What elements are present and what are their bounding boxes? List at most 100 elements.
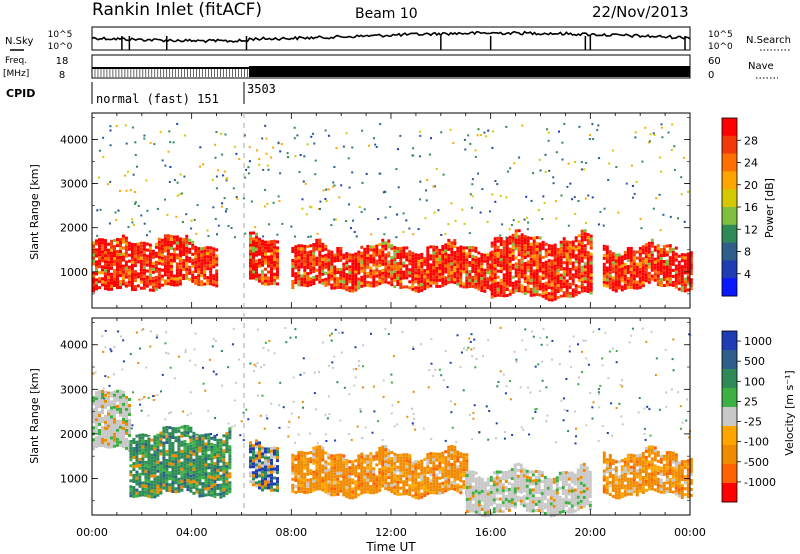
- heatmap-cell: [204, 478, 208, 482]
- heatmap-cell: [201, 437, 205, 441]
- heatmap-cell: [480, 480, 484, 484]
- heatmap-cell: [321, 467, 325, 471]
- heatmap-cell: [351, 460, 355, 464]
- heatmap-cell: [110, 433, 113, 437]
- heatmap-cell: [351, 283, 355, 287]
- heatmap-cell: [441, 457, 445, 461]
- heatmap-cell: [163, 273, 167, 277]
- heatmap-cell: [153, 453, 157, 457]
- heatmap-cell: [107, 242, 110, 246]
- heatmap-cell: [129, 491, 133, 495]
- heatmap-cell: [249, 441, 252, 445]
- heatmap-cell: [138, 481, 142, 485]
- heatmap-cell: [399, 274, 403, 277]
- heatmap-cell: [130, 255, 134, 258]
- heatmap-cell: [157, 255, 161, 259]
- heatmap-cell: [529, 266, 533, 270]
- heatmap-cell: [106, 183, 109, 186]
- heatmap-cell: [168, 450, 172, 454]
- heatmap-cell: [166, 240, 170, 244]
- heatmap-cell: [553, 291, 557, 295]
- heatmap-cell: [124, 272, 128, 276]
- heatmap-cell: [151, 255, 155, 259]
- heatmap-cell: [498, 503, 502, 507]
- heatmap-cell: [228, 433, 232, 437]
- heatmap-cell: [174, 466, 178, 470]
- heatmap-cell: [104, 426, 107, 430]
- heatmap-cell: [508, 262, 512, 266]
- heatmap-cell: [92, 438, 95, 442]
- heatmap-cell: [556, 281, 560, 284]
- heatmap-cell: [318, 271, 322, 275]
- heatmap-cell: [459, 257, 463, 261]
- heatmap-cell: [191, 258, 195, 262]
- heatmap-cell: [339, 267, 343, 271]
- heatmap-cell: [107, 287, 110, 291]
- heatmap-cell: [614, 286, 618, 290]
- heatmap-cell: [450, 448, 454, 451]
- heatmap-cell: [306, 481, 310, 485]
- heatmap-cell: [142, 283, 146, 287]
- heatmap-cell: [584, 222, 587, 224]
- heatmap-cell: [204, 451, 208, 455]
- heatmap-cell: [324, 256, 328, 260]
- heatmap-cell: [489, 496, 493, 500]
- heatmap-cell: [141, 445, 145, 449]
- heatmap-cell: [514, 280, 518, 284]
- heatmap-cell: [417, 262, 421, 266]
- heatmap-cell: [544, 269, 548, 273]
- heatmap-cell: [390, 457, 394, 460]
- heatmap-cell: [499, 279, 503, 282]
- heatmap-cell: [183, 472, 187, 476]
- heatmap-cell: [327, 462, 331, 466]
- heatmap-cell: [309, 250, 313, 254]
- heatmap-cell: [129, 473, 133, 477]
- heatmap-cell: [449, 128, 452, 131]
- heatmap-cell: [261, 239, 264, 243]
- heatmap-cell: [178, 237, 182, 241]
- heatmap-cell: [201, 470, 205, 474]
- heatmap-cell: [312, 264, 316, 267]
- heatmap-cell: [98, 417, 101, 420]
- heatmap-cell: [186, 488, 190, 492]
- heatmap-cell: [468, 273, 472, 276]
- heatmap-cell: [195, 445, 199, 449]
- heatmap-cell: [490, 292, 494, 296]
- heatmap-cell: [309, 265, 313, 269]
- heatmap-cell: [366, 280, 370, 284]
- heatmap-cell: [504, 507, 508, 510]
- heatmap-cell: [219, 489, 223, 493]
- heatmap-cell: [523, 292, 527, 295]
- heatmap-cell: [513, 162, 516, 165]
- heatmap-cell: [453, 460, 457, 464]
- heatmap-cell: [501, 477, 505, 481]
- heatmap-cell: [547, 292, 551, 296]
- heatmap-cell: [630, 164, 633, 167]
- heatmap-cell: [169, 234, 173, 238]
- heatmap-cell: [184, 134, 186, 137]
- heatmap-cell: [653, 269, 657, 273]
- heatmap-cell: [125, 416, 128, 420]
- heatmap-cell: [327, 267, 331, 271]
- heatmap-cell: [378, 270, 382, 274]
- heatmap-cell: [148, 282, 152, 286]
- heatmap-cell: [372, 485, 376, 489]
- heatmap-cell: [324, 129, 327, 132]
- heatmap-cell: [614, 259, 618, 263]
- heatmap-cell: [559, 276, 563, 280]
- heatmap-cell: [339, 462, 343, 466]
- heatmap-cell: [354, 255, 358, 259]
- heatmap-cell: [138, 490, 142, 494]
- heatmap-cell: [165, 476, 169, 480]
- heatmap-cell: [535, 290, 539, 294]
- heatmap-cell: [339, 489, 343, 493]
- heatmap-cell: [529, 245, 533, 249]
- heatmap-cell: [477, 263, 481, 267]
- heatmap-cell: [553, 267, 557, 271]
- heatmap-cell: [321, 278, 325, 282]
- heatmap-cell: [459, 467, 463, 471]
- heatmap-cell: [333, 466, 337, 470]
- heatmap-cell: [95, 272, 98, 276]
- heatmap-cell: [647, 244, 651, 248]
- heatmap-cell: [119, 410, 122, 414]
